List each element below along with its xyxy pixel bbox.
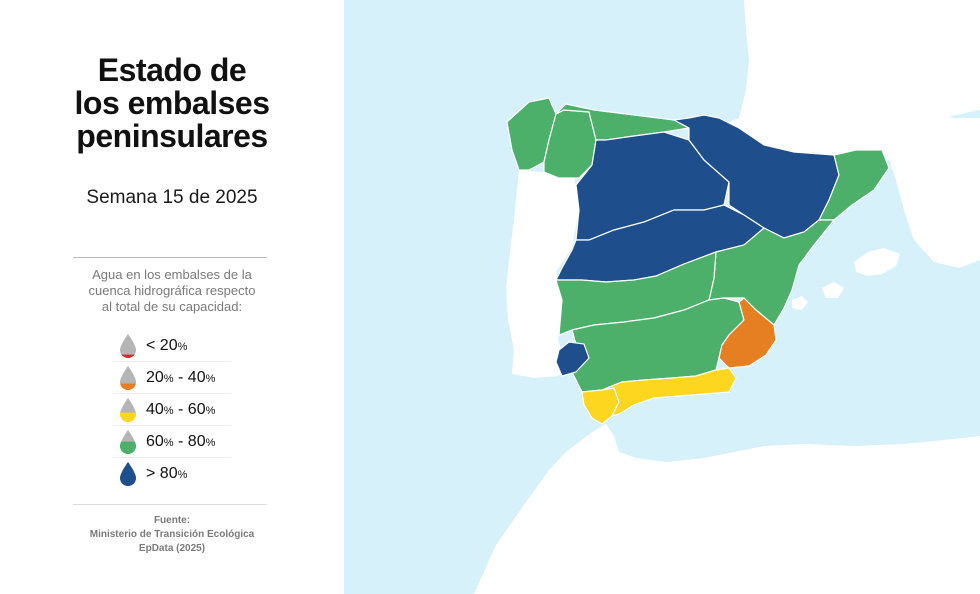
basin-segura: [718, 297, 777, 369]
drop-fill-level: [120, 412, 136, 422]
legend: < 20% 20% - 40% 40% - 60% 60% - 80% > 80…: [113, 330, 231, 490]
legend-description-line-3: al total de su capacidad:: [101, 299, 243, 314]
legend-label: 40% - 60%: [146, 400, 216, 418]
page-title: Estado de los embalses peninsulares: [0, 54, 344, 153]
legend-label: > 80%: [146, 465, 188, 482]
legend-label: 60% - 80%: [146, 432, 216, 450]
drop-icon: [120, 429, 136, 454]
map: [344, 0, 980, 594]
balearic-islands-land: [792, 296, 808, 310]
drop-empty-part: [120, 333, 136, 358]
source-label: Fuente:: [153, 515, 191, 526]
legend-item-gt80: > 80%: [113, 458, 231, 490]
portugal-land: [506, 170, 579, 378]
basin-guadalete-barbate: [581, 387, 620, 425]
drop-icon: [120, 462, 136, 486]
basin-tinto-odiel-piedras: [555, 341, 590, 377]
basin-cataluna-interior: [818, 149, 890, 221]
legend-description-line-2: cuenca hidrográfica respecto: [88, 283, 256, 298]
drop-icon: [120, 397, 136, 422]
drop-fill-level: [120, 354, 136, 358]
source-credit: Fuente: Ministerio de Transición Ecológi…: [73, 514, 271, 556]
title-line-3: peninsulares: [76, 118, 268, 154]
drop-icon: [120, 365, 136, 390]
legend-item-lt20: < 20%: [113, 330, 231, 362]
title-line-2: los embalses: [74, 85, 271, 121]
legend-item-20to40: 20% - 40%: [113, 362, 231, 394]
legend-description: Agua en los embalses de la cuenca hidrog…: [73, 267, 271, 315]
title-line-1: Estado de: [97, 52, 247, 88]
legend-item-60to80: 60% - 80%: [113, 426, 231, 458]
balearic-islands-land: [854, 248, 900, 276]
drop-fill-level: [120, 441, 136, 454]
source-ministry: Ministerio de Transición Ecológica: [89, 529, 255, 540]
divider: [73, 504, 267, 505]
legend-item-40to60: 40% - 60%: [113, 394, 231, 426]
sidebar: Estado de los embalses peninsulares Sema…: [0, 0, 344, 594]
legend-description-line-1: Agua en los embalses de la: [92, 267, 252, 282]
balearic-islands-land: [822, 282, 844, 298]
source-epdata: EpData (2025): [138, 543, 206, 554]
map-svg: [474, 0, 980, 594]
divider: [73, 257, 267, 258]
drop-icon: [120, 333, 136, 358]
corsica-sardinia-land: [884, 112, 980, 268]
legend-label: 20% - 40%: [146, 368, 216, 386]
drop-fill-level: [120, 383, 136, 390]
drop-fill-level: [120, 462, 136, 486]
basin-mediterraneas-andaluzas: [601, 367, 737, 417]
subtitle-week: Semana 15 de 2025: [86, 187, 258, 208]
africa-land: [474, 424, 980, 594]
legend-label: < 20%: [146, 336, 188, 354]
